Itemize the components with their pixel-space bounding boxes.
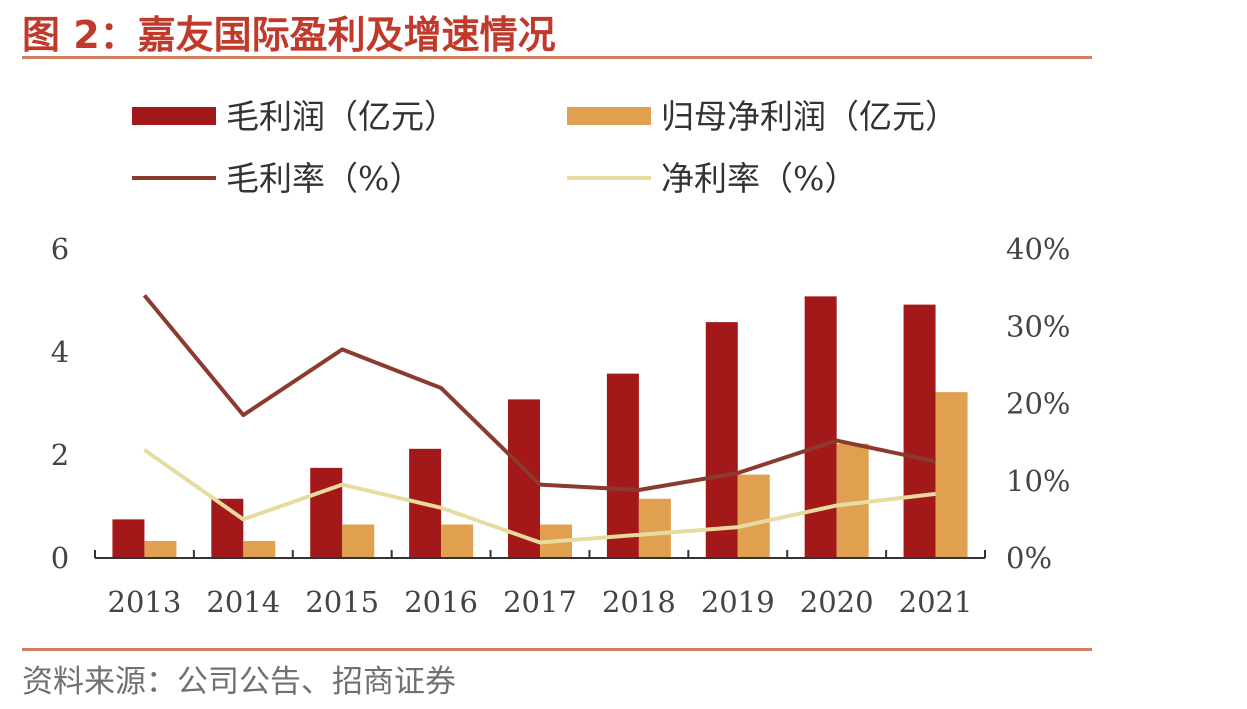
- legend-label: 毛利润（亿元）: [226, 97, 457, 136]
- legend-swatch: [567, 107, 651, 125]
- axes-layer: 2013 2014 2015 2016 2017 2018 2019 2020 2021 0 2 4 6…: [51, 232, 1071, 619]
- y-left-tick-label: 2: [51, 438, 69, 472]
- y-right-tick-label: 10%: [1006, 464, 1070, 498]
- source-rule: [22, 648, 1092, 651]
- line-gross-margin: [142, 294, 936, 493]
- y-left-tick-label: 6: [51, 232, 69, 266]
- bars-layer: [112, 296, 968, 558]
- y-right-tick-label: 30%: [1006, 309, 1070, 343]
- x-tick-label-2016: 2016: [404, 585, 478, 619]
- legend-label: 净利率（%）: [661, 159, 857, 198]
- bar-net-profit-2016: [441, 524, 474, 558]
- x-tick-label-2014: 2014: [206, 585, 280, 619]
- source-note: 资料来源：公司公告、招商证券: [22, 664, 456, 700]
- bar-net-profit-2018: [638, 498, 671, 558]
- y-left-tick-label: 0: [51, 541, 69, 575]
- lines-layer: [142, 294, 936, 545]
- bar-gross-profit-2018: [606, 373, 639, 558]
- x-tick-label-2015: 2015: [305, 585, 379, 619]
- x-tick-label-2021: 2021: [899, 585, 973, 619]
- y-right-tick-label: 40%: [1006, 232, 1070, 266]
- x-tick-label-2018: 2018: [602, 585, 676, 619]
- x-tick-label-2020: 2020: [800, 585, 874, 619]
- x-tick-label-2019: 2019: [701, 585, 775, 619]
- bar-gross-profit-2019: [705, 322, 738, 558]
- y-right-tick-label: 20%: [1006, 387, 1070, 421]
- y-right-tick-label: 0%: [1006, 541, 1052, 575]
- bar-net-profit-2021: [935, 392, 968, 558]
- figure-title: 图 2：嘉友国际盈利及增速情况: [22, 13, 556, 57]
- line-net-margin: [143, 448, 936, 545]
- bar-gross-profit-2020: [804, 296, 837, 558]
- x-tick-label-2013: 2013: [108, 585, 182, 619]
- legend-label: 毛利率（%）: [226, 159, 422, 198]
- bar-net-profit-2019: [737, 474, 770, 558]
- y-left-tick-label: 4: [51, 335, 69, 369]
- legend-label: 归母净利润（亿元）: [661, 97, 958, 136]
- bar-gross-profit-2015: [310, 467, 343, 558]
- bar-net-profit-2013: [144, 541, 177, 558]
- bar-gross-profit-2013: [112, 519, 145, 558]
- x-tick-label-2017: 2017: [503, 585, 577, 619]
- legend-swatch: [132, 107, 216, 125]
- bar-gross-profit-2021: [903, 304, 936, 558]
- title-rule: [22, 56, 1092, 59]
- bar-net-profit-2015: [342, 524, 375, 558]
- legend: 毛利润（亿元） 归母净利润（亿元） 毛利率（%） 净利率（%）: [132, 97, 958, 198]
- bar-net-profit-2014: [243, 541, 276, 558]
